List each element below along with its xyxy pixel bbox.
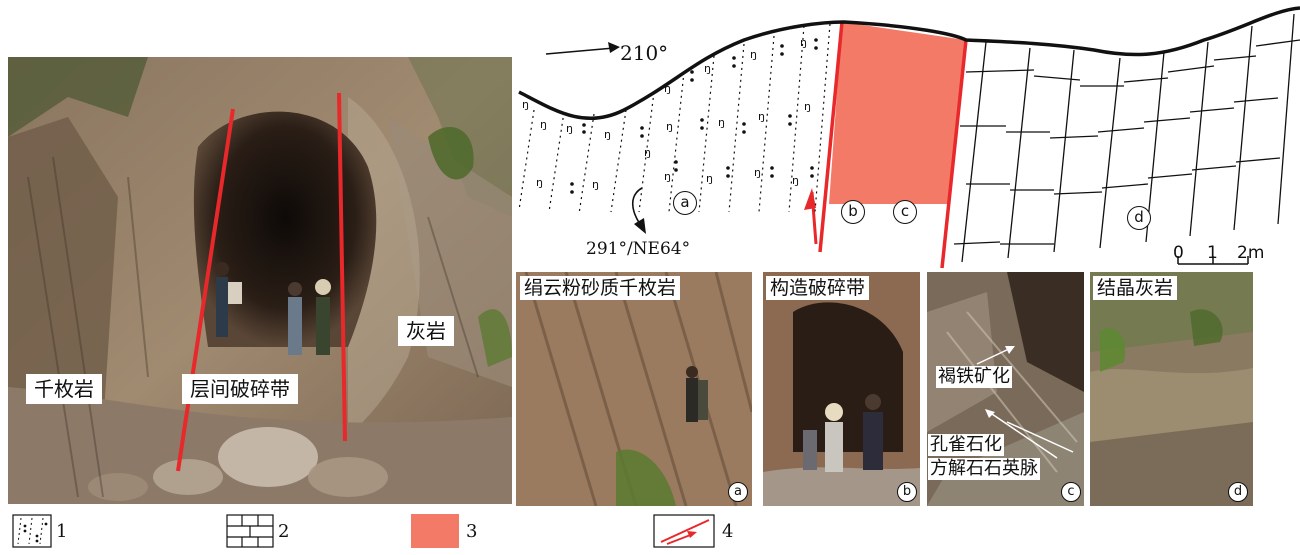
fracture-zone-fill	[829, 22, 966, 204]
inset-d-caption: 结晶灰岩	[1093, 276, 1178, 300]
outcrop-photo-image	[8, 57, 512, 504]
svg-text:ŋ: ŋ	[750, 48, 757, 61]
legend-fracture-zone-symbol	[411, 514, 459, 548]
svg-text:ŋ: ŋ	[644, 146, 651, 159]
interlayer-fracture-zone-label: 层间破碎带	[182, 374, 298, 404]
scale-tick-1: 1	[1207, 243, 1218, 263]
phyllite-label: 千枚岩	[26, 374, 102, 404]
svg-text:ŋ: ŋ	[536, 176, 543, 189]
scale-bar	[1177, 256, 1249, 265]
legend-3-number: 3	[466, 521, 478, 542]
svg-text:ŋ: ŋ	[706, 172, 713, 185]
section-marker-a: a	[673, 191, 697, 215]
svg-text:ŋ: ŋ	[758, 110, 765, 123]
malachitization-annotation: 孔雀石化	[928, 434, 1004, 456]
section-marker-d: d	[1127, 206, 1151, 230]
main-outcrop-photo	[8, 57, 512, 504]
geologists-figures	[215, 262, 331, 355]
svg-text:ŋ: ŋ	[604, 128, 611, 141]
direction-label: 210°	[620, 41, 669, 65]
limonitization-annotation: 褐铁矿化	[936, 366, 1012, 388]
legend-limestone-symbol	[226, 514, 274, 548]
section-fault-right	[940, 39, 968, 269]
svg-text:ŋ: ŋ	[718, 116, 725, 129]
inset-b-caption: 构造破碎带	[766, 276, 870, 300]
phyllite-pattern	[518, 23, 831, 215]
inset-c-pointer-arrows	[976, 346, 1074, 459]
svg-text:ŋ: ŋ	[800, 36, 807, 49]
svg-text:ŋ: ŋ	[754, 166, 761, 179]
svg-text:ŋ: ŋ	[540, 118, 547, 131]
inset-c-marker: c	[1061, 482, 1081, 502]
inset-b-marker: b	[897, 482, 917, 502]
scale-tick-2m: 2m	[1237, 243, 1265, 263]
svg-text:ŋ: ŋ	[664, 82, 671, 95]
inset-photo-a	[516, 272, 752, 506]
svg-text:ŋ: ŋ	[566, 122, 573, 135]
attitude-label: 291°/NE64°	[586, 239, 691, 259]
legend-fault-symbol	[653, 514, 715, 548]
inset-d-marker: d	[1228, 482, 1248, 502]
svg-text:ŋ: ŋ	[804, 100, 811, 113]
svg-text:ŋ: ŋ	[522, 98, 529, 111]
section-marker-b: b	[841, 200, 865, 224]
svg-text:ŋ: ŋ	[592, 178, 599, 191]
inset-photo-b	[763, 272, 920, 506]
section-fault-left	[818, 21, 844, 253]
legend-1-number: 1	[56, 521, 68, 542]
svg-text:ŋ: ŋ	[792, 174, 799, 187]
dip-arrow-icon	[631, 187, 643, 225]
fault-line-left	[176, 108, 235, 472]
svg-text:ŋ: ŋ	[666, 120, 673, 133]
calcite-quartz-vein-annotation: 方解石石英脉	[928, 458, 1040, 480]
section-marker-c: c	[893, 200, 917, 224]
legend-4-number: 4	[722, 521, 734, 542]
inset-a-caption: 绢云粉砂质千枚岩	[520, 276, 681, 300]
ground-surface-line	[518, 6, 1300, 121]
svg-text:ŋ: ŋ	[704, 62, 711, 75]
legend-2-number: 2	[278, 521, 290, 542]
limestone-brick-pattern	[953, 13, 1300, 263]
fault-line-right	[337, 92, 347, 442]
direction-arrow-icon	[545, 47, 615, 55]
inset-a-marker: a	[728, 482, 748, 502]
svg-text:ŋ: ŋ	[664, 170, 671, 183]
scale-tick-0: 0	[1173, 243, 1184, 263]
limestone-label: 灰岩	[398, 316, 454, 346]
legend-phyllite-symbol	[12, 514, 52, 548]
inset-photo-d	[1090, 272, 1253, 506]
